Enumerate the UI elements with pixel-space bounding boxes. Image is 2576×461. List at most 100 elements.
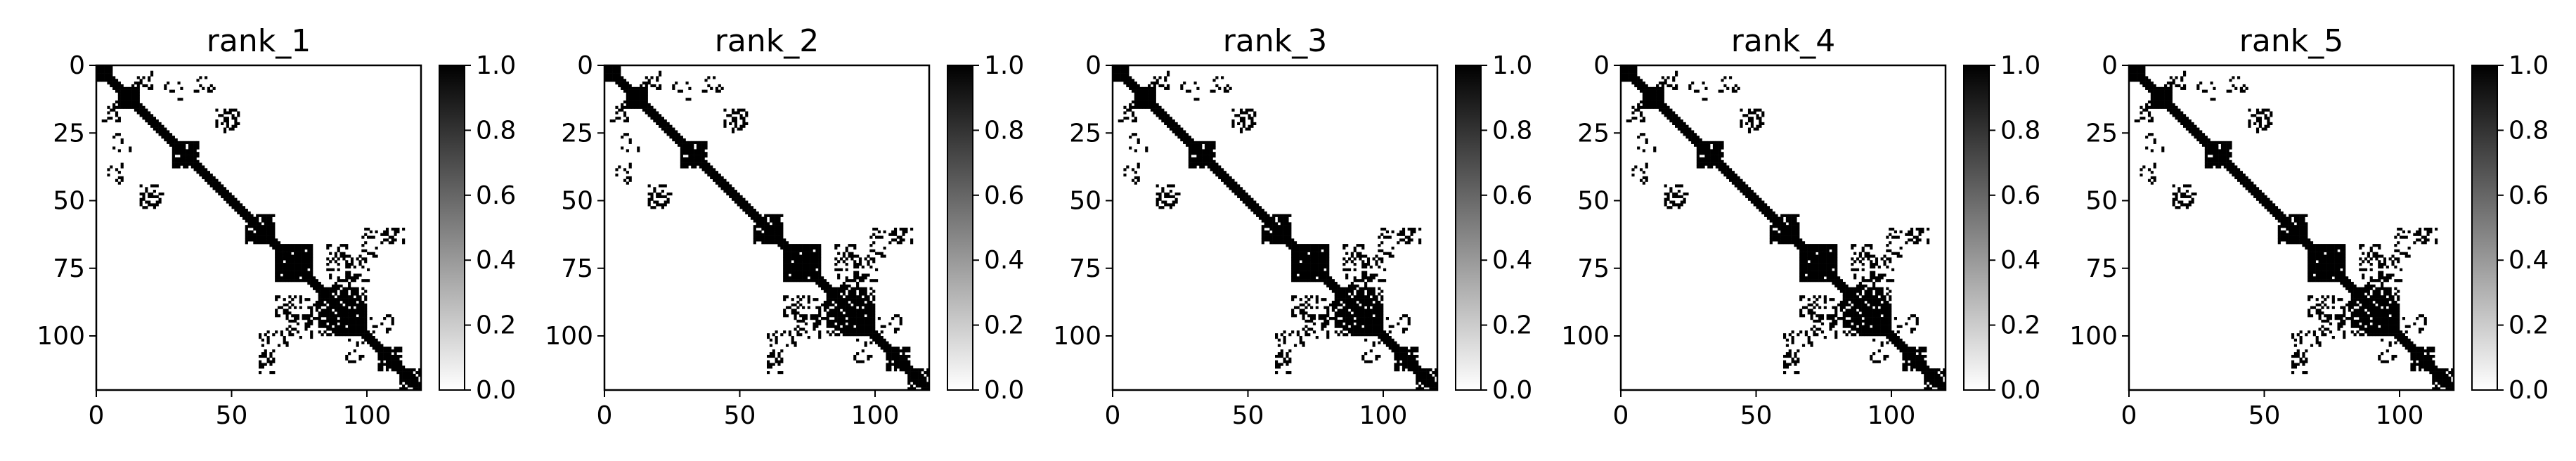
heatmap-cell (139, 192, 143, 196)
heatmap-cell (1196, 162, 1200, 166)
heatmap-cell (321, 303, 324, 306)
heatmap-cell (704, 160, 708, 163)
heatmap-cell (783, 309, 787, 312)
heatmap-cell (358, 327, 362, 331)
heatmap-cell (1759, 124, 1762, 128)
heatmap-cell (1126, 84, 1130, 88)
heatmap-cell (334, 290, 337, 293)
heatmap-cell (1656, 84, 1659, 88)
heatmap-cell (1283, 228, 1286, 231)
heatmap-cell (1164, 86, 1167, 90)
heatmap-cells (604, 65, 930, 391)
heatmap-cell (794, 252, 797, 255)
heatmap-cell (1397, 360, 1400, 363)
heatmap-cell (275, 265, 278, 269)
heatmap-cell (807, 257, 810, 261)
heatmap-cell (1275, 241, 1279, 245)
heatmap-cell (888, 352, 892, 356)
heatmap-cell (372, 325, 375, 328)
heatmap-cell (1350, 309, 1354, 312)
heatmap-cell (618, 108, 621, 112)
heatmap-cell (672, 130, 675, 134)
heatmap-cell (1315, 265, 1319, 269)
heatmap-cell (1359, 309, 1362, 312)
heatmap-cell (377, 346, 381, 350)
heatmap-cell (905, 346, 908, 350)
heatmap-cell (1321, 325, 1324, 328)
heatmap-cell (331, 284, 335, 287)
heatmap-cell (1275, 230, 1279, 233)
heatmap-cell (896, 235, 900, 239)
heatmap-cell (1353, 263, 1357, 266)
heatmap-cell (691, 162, 694, 166)
heatmap-cell (1340, 287, 1343, 290)
heatmap-cell (1334, 330, 1338, 334)
heatmap-cell (1645, 89, 1648, 93)
heatmap-cell (1261, 241, 1264, 245)
heatmap-cell (375, 338, 378, 342)
heatmap-cell (1134, 119, 1137, 123)
heatmap-cell (237, 111, 240, 115)
heatmap-cell (761, 228, 765, 231)
heatmap-cell (153, 124, 156, 128)
heatmap-cell (1134, 133, 1137, 136)
heatmap-cell (1388, 341, 1392, 344)
x-tick-label: 100 (851, 401, 900, 430)
heatmap-cell (701, 146, 705, 150)
heatmap-cell (1275, 360, 1279, 363)
heatmap-cell (804, 276, 808, 280)
heatmap-cell (1334, 317, 1338, 320)
heatmap-cell (1740, 108, 1743, 112)
heatmap-cell (410, 373, 413, 377)
heatmap-cell (1169, 203, 1172, 207)
heatmap-cell (321, 322, 324, 325)
heatmap-cell (339, 333, 343, 337)
heatmap-cell (864, 322, 867, 325)
heatmap-cell (1323, 257, 1327, 261)
heatmap-cell (1134, 176, 1137, 179)
heatmap-cell (1623, 67, 1626, 71)
heatmap-cell (1347, 298, 1352, 301)
heatmap-cell (1188, 152, 1191, 155)
heatmap-cell (818, 249, 822, 252)
heatmap-cell (1345, 290, 1349, 293)
plot-frame (95, 64, 422, 391)
heatmap-cell (1380, 338, 1384, 342)
heatmap-cell (193, 165, 197, 169)
heatmap-cell (902, 365, 905, 369)
heatmap-cell (1353, 276, 1357, 280)
heatmap-cell (277, 265, 281, 269)
heatmap-cell (745, 122, 749, 125)
heatmap-cell (642, 103, 646, 107)
heatmap-cell (153, 117, 156, 120)
heatmap-cell (413, 373, 416, 377)
heatmap-cell (1275, 365, 1279, 369)
heatmap-cell (1231, 108, 1235, 112)
heatmap-cell (867, 298, 870, 301)
heatmap-cell (850, 333, 854, 337)
heatmap-cell (1161, 114, 1165, 117)
heatmap-cell (1359, 322, 1362, 325)
heatmap-cell (1761, 114, 1765, 117)
heatmap-cell (269, 244, 273, 247)
heatmap-cell (329, 290, 332, 293)
heatmap-cell (399, 349, 403, 353)
heatmap-cell (385, 363, 389, 366)
heatmap-cell (1158, 206, 1162, 209)
heatmap-cell (1307, 327, 1311, 331)
heatmap-cell (307, 319, 311, 323)
heatmap-cell (115, 114, 119, 117)
heatmap-cell (221, 122, 224, 125)
heatmap-cell (385, 228, 389, 231)
heatmap-cell (1637, 84, 1640, 88)
heatmap-cell (1366, 314, 1371, 318)
heatmap-cell (1677, 127, 1681, 131)
heatmap-cell (918, 373, 921, 377)
heatmap-cell (1380, 309, 1384, 312)
heatmap-cell (391, 360, 394, 363)
heatmap-cell (1372, 322, 1376, 325)
heatmap-cell (853, 319, 857, 323)
heatmap-cell (383, 354, 387, 358)
heatmap-cell (294, 244, 297, 247)
heatmap-cell (1691, 130, 1695, 134)
